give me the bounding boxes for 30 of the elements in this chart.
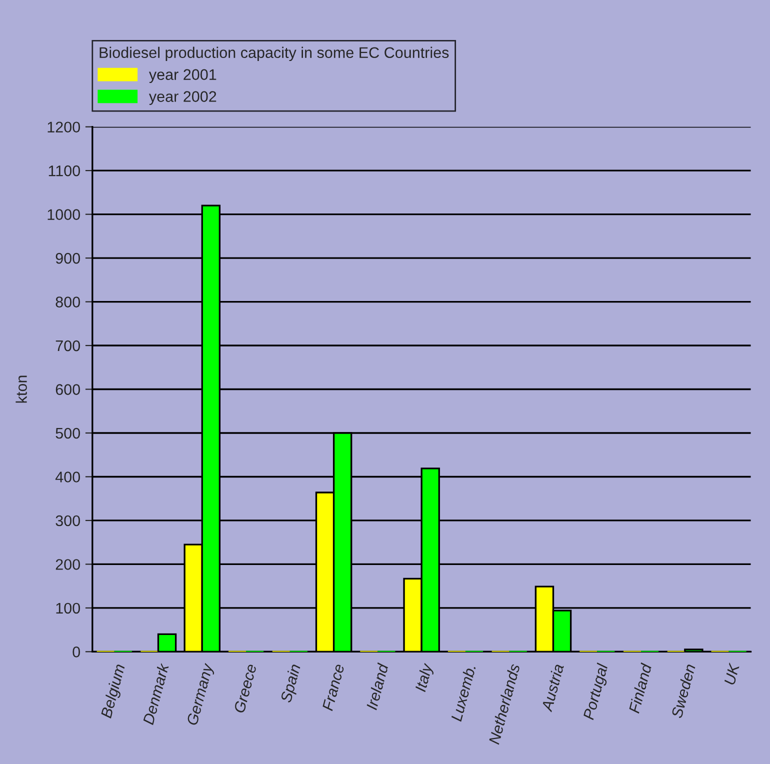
x-tick-label: Greece xyxy=(234,663,257,714)
x-tick-label: Portugal xyxy=(582,662,611,721)
y-tick-label: 400 xyxy=(55,472,80,482)
y-tick-label: 0 xyxy=(72,646,80,658)
x-tick-label: Luxemb. xyxy=(450,664,476,722)
x-tick-label: Belgium xyxy=(100,663,128,720)
y-tick-label: 700 xyxy=(56,340,80,352)
y-tick-label: 300 xyxy=(56,515,80,526)
y-tick-label: 900 xyxy=(56,252,80,264)
legend-title: Biodiesel production capacity in some EC Countries xyxy=(100,46,449,62)
y-tick-label: 200 xyxy=(56,559,80,570)
x-tick-label: Sweden xyxy=(670,663,696,719)
y-tick-label: 100 xyxy=(56,602,80,614)
x-tick-label: France xyxy=(322,663,344,712)
x-tick-label: Austria xyxy=(540,663,564,712)
x-tick-label: Denmark xyxy=(142,662,170,726)
x-tick-label: Ireland xyxy=(366,662,389,710)
y-axis-title: kton xyxy=(16,376,27,403)
y-tick-label: 1000 xyxy=(48,209,80,220)
x-tick-label: Finland xyxy=(628,662,652,714)
x-tick-label: UK xyxy=(724,662,740,686)
y-tick-label: 1100 xyxy=(48,165,80,176)
y-tick-label: 800 xyxy=(56,296,80,308)
legend-label: year 2002 xyxy=(148,91,216,105)
y-tick-label: 600 xyxy=(56,384,80,395)
legend-label: year 2001 xyxy=(148,69,216,84)
y-tick-label: 500 xyxy=(56,428,80,439)
y-tick-label: 1200 xyxy=(48,122,80,133)
x-tick-label: Italy xyxy=(414,662,436,693)
x-tick-label: Spain xyxy=(280,663,304,704)
